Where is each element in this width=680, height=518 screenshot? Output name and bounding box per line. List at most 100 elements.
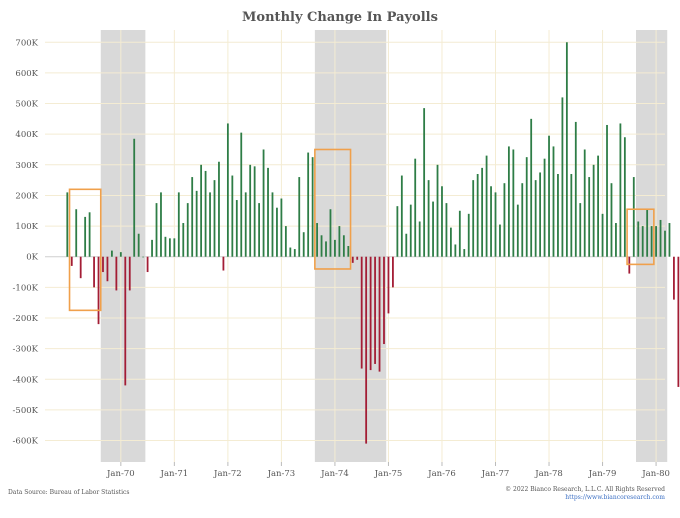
bar: [276, 207, 278, 257]
y-tick-label: 300K: [15, 161, 38, 171]
bar: [93, 256, 95, 288]
bar: [378, 256, 381, 372]
bar: [271, 192, 274, 257]
y-tick-label: -300K: [13, 345, 39, 355]
bar: [84, 216, 87, 257]
bar: [405, 233, 408, 257]
bar: [342, 235, 345, 257]
bar: [570, 174, 573, 257]
bar: [213, 180, 216, 257]
bar: [325, 241, 327, 257]
bar: [467, 213, 470, 257]
bar: [400, 175, 403, 257]
x-tick-label: Jan-71: [160, 469, 189, 479]
bar: [601, 213, 604, 257]
bar: [316, 223, 318, 257]
bar: [534, 180, 537, 257]
bar: [583, 149, 586, 257]
bar: [186, 203, 189, 257]
y-tick-label: -600K: [13, 437, 39, 447]
bar: [311, 157, 314, 257]
y-tick-label: 0K: [26, 253, 38, 263]
bar: [240, 132, 243, 257]
bar: [606, 124, 608, 257]
x-tick-label: Jan-70: [106, 469, 135, 479]
bar: [597, 155, 599, 257]
bar: [476, 174, 479, 257]
bar: [664, 230, 666, 257]
bar: [66, 192, 69, 257]
bar: [539, 172, 542, 257]
bar: [472, 180, 475, 257]
bar: [423, 108, 426, 257]
x-tick-label: Jan-77: [481, 469, 510, 479]
bar: [302, 232, 305, 257]
y-tick-label: 100K: [15, 222, 38, 232]
bar: [307, 152, 310, 257]
bar: [561, 97, 564, 257]
bar: [458, 210, 461, 257]
bar: [111, 250, 113, 257]
bar: [151, 239, 153, 257]
bar: [200, 164, 203, 257]
copyright-note: © 2022 Bianco Research, L.L.C. All Right…: [505, 486, 665, 493]
y-tick-label: -500K: [13, 406, 39, 416]
y-tick-label: -200K: [13, 314, 39, 324]
bar: [146, 256, 149, 273]
bar: [646, 209, 649, 257]
bar: [449, 227, 452, 257]
x-tick-label: Jan-74: [320, 469, 349, 479]
x-axis: Jan-70 Jan-71 Jan-72 Jan-73 Jan-74 Jan-75 Jan-…: [106, 462, 670, 479]
bar: [610, 183, 613, 257]
bar: [650, 226, 653, 257]
bar: [499, 224, 501, 257]
bar: [383, 256, 385, 345]
bar: [579, 203, 582, 257]
bar: [70, 256, 73, 266]
x-tick-label: Jan-76: [427, 469, 456, 479]
bar: [445, 203, 448, 257]
bar: [552, 146, 555, 257]
bar: [289, 247, 292, 257]
bar: [356, 256, 359, 260]
bar: [427, 180, 430, 257]
bar: [79, 256, 82, 279]
bars-group: [66, 42, 680, 444]
bar: [641, 226, 644, 257]
bar: [387, 256, 390, 314]
x-tick-label: Jan-80: [641, 469, 670, 479]
bar: [88, 212, 91, 257]
website-link[interactable]: https://www.biancoresearch.com: [565, 494, 665, 501]
bar: [106, 256, 109, 282]
bar: [392, 256, 394, 288]
x-tick-label: Jan-73: [267, 469, 296, 479]
bar: [485, 155, 488, 257]
bar: [668, 223, 671, 257]
bar: [436, 164, 439, 257]
bar: [226, 123, 229, 257]
bar: [320, 235, 323, 257]
bar: [160, 192, 162, 257]
bar: [673, 256, 675, 300]
bar: [177, 192, 180, 257]
bar: [97, 256, 100, 325]
bar: [155, 203, 158, 257]
bar: [677, 256, 680, 387]
bar: [244, 192, 247, 257]
chart-title: Monthly Change In Payolls: [242, 10, 438, 25]
bar: [115, 256, 118, 291]
y-tick-label: -100K: [13, 283, 39, 293]
y-tick-label: 400K: [15, 130, 38, 140]
x-tick-label: Jan-75: [374, 469, 403, 479]
highlight-boxes-group: [68, 148, 655, 312]
bar: [565, 42, 568, 257]
bar: [432, 201, 434, 257]
bar: [374, 256, 376, 364]
bar: [222, 256, 225, 271]
bar: [365, 256, 368, 444]
y-tick-label: 200K: [15, 191, 38, 201]
bar: [75, 209, 78, 257]
bar: [588, 177, 591, 257]
bar: [512, 149, 515, 257]
bar: [454, 244, 457, 257]
